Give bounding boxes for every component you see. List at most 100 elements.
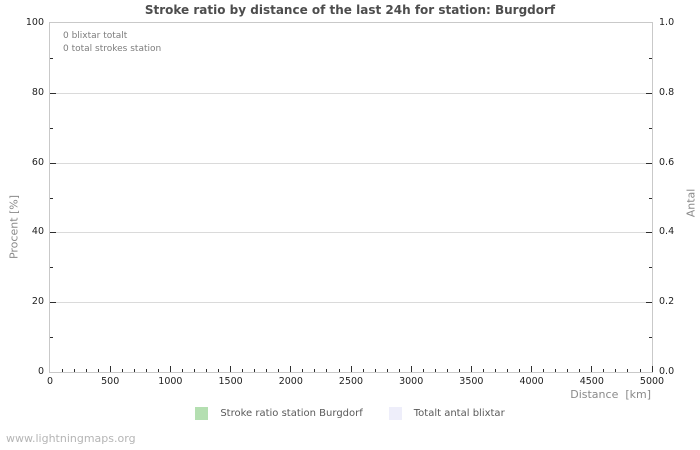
y-axis-tick-label-right: 0.0 <box>659 366 675 377</box>
y-axis-tick-label-left: 60 <box>31 156 44 168</box>
x-tick-mark <box>555 369 557 372</box>
x-tick-mark <box>254 369 256 372</box>
x-tick-mark <box>121 369 123 372</box>
y-axis-tick-label-left: 100 <box>25 17 44 28</box>
x-tick-mark <box>519 369 521 372</box>
y-tick-mark-right <box>649 57 652 59</box>
x-tick-mark <box>61 369 63 372</box>
x-tick-mark <box>470 366 472 372</box>
x-tick-mark <box>543 369 545 372</box>
x-axis-tick-label: 1000 <box>158 376 183 387</box>
annotation-line: 0 blixtar totalt <box>63 31 128 41</box>
annotation-line: 0 total strokes station <box>63 44 162 54</box>
legend-swatch <box>388 407 402 420</box>
x-tick-mark <box>410 366 412 372</box>
y-axis-title-right: Antal <box>684 188 698 218</box>
y-tick-mark-right <box>646 162 652 164</box>
x-tick-mark <box>434 369 436 372</box>
gridline <box>50 302 647 304</box>
x-tick-mark <box>302 369 304 372</box>
x-tick-mark <box>362 369 364 372</box>
y-tick-mark-left <box>50 197 53 199</box>
x-tick-mark <box>350 366 352 372</box>
x-tick-mark <box>97 369 99 372</box>
y-tick-mark-left <box>50 302 56 304</box>
legend-label: Totalt antal blixtar <box>413 408 505 419</box>
x-tick-mark <box>218 369 220 372</box>
x-tick-mark <box>639 369 641 372</box>
x-tick-mark <box>242 369 244 372</box>
y-axis-tick-label-left: 0 <box>37 366 44 377</box>
legend: Stroke ratio station Burgdorf Totalt anta… <box>0 407 700 420</box>
x-tick-mark <box>458 369 460 372</box>
plot-area: 0 blixtar totalt 0 total strokes station … <box>26 17 674 387</box>
y-axis-tick-label-right: 0.6 <box>659 156 675 168</box>
y-axis-tick-label-right: 0.8 <box>659 86 675 98</box>
legend-item: Stroke ratio station Burgdorf <box>195 407 363 420</box>
x-tick-mark <box>169 366 171 372</box>
x-axis-tick-label: 500 <box>101 376 120 387</box>
y-tick-mark-right <box>649 337 652 339</box>
y-axis-tick-label-left: 80 <box>31 86 44 98</box>
x-axis-tick-label: 1500 <box>218 376 243 387</box>
x-tick-mark <box>567 369 569 372</box>
x-tick-mark <box>326 369 328 372</box>
chart-title: Stroke ratio by distance of the last 24h… <box>144 3 556 17</box>
x-axis-tick-label: 3500 <box>459 376 484 387</box>
x-tick-mark <box>507 369 508 372</box>
x-tick-mark <box>603 369 605 372</box>
gridline <box>50 92 647 94</box>
y-tick-mark-left <box>50 127 53 129</box>
y-tick-mark-left <box>50 57 53 59</box>
x-tick-mark <box>386 369 388 372</box>
x-tick-mark <box>109 366 111 372</box>
x-tick-mark <box>278 369 280 372</box>
x-tick-mark <box>145 369 147 372</box>
gridline <box>50 232 647 234</box>
y-tick-mark-right <box>649 197 652 199</box>
x-tick-mark <box>446 369 448 372</box>
x-tick-mark <box>495 369 496 372</box>
x-tick-mark <box>482 369 484 372</box>
y-tick-mark-right <box>646 302 652 304</box>
x-tick-mark <box>531 366 533 372</box>
y-tick-mark-left <box>50 232 56 234</box>
x-tick-mark <box>133 369 135 372</box>
y-tick-mark-left <box>50 162 56 164</box>
x-tick-mark <box>290 366 292 372</box>
y-tick-mark-left <box>50 337 53 339</box>
x-tick-mark <box>157 369 159 372</box>
x-axis-title: Distance [km] <box>570 388 651 401</box>
watermark-text: www.lightningmaps.org <box>6 432 136 445</box>
x-tick-mark <box>422 369 424 372</box>
x-tick-mark <box>73 369 75 372</box>
x-tick-mark <box>230 366 232 372</box>
x-axis-tick-label: 4500 <box>579 376 604 387</box>
y-tick-mark-left <box>50 267 53 269</box>
y-tick-mark-left <box>50 92 56 94</box>
x-tick-mark <box>206 369 207 372</box>
x-axis-tick-label: 2000 <box>278 376 303 387</box>
x-tick-mark <box>338 369 340 372</box>
legend-swatch <box>195 407 209 420</box>
x-tick-mark <box>194 369 195 372</box>
y-axis-title-left: Procent [%] <box>7 194 21 260</box>
x-tick-mark <box>266 369 268 372</box>
y-axis-tick-label-left: 40 <box>31 226 44 238</box>
y-tick-mark-right <box>646 92 652 94</box>
x-tick-mark <box>627 369 629 372</box>
gridline <box>50 162 647 164</box>
x-axis-tick-label: 5000 <box>639 376 665 387</box>
y-tick-mark-right <box>649 127 652 129</box>
x-tick-mark <box>85 369 87 372</box>
x-axis-tick-label: 4000 <box>519 376 544 387</box>
y-axis-tick-label-right: 0.2 <box>659 296 675 308</box>
x-tick-mark <box>398 369 400 372</box>
y-tick-mark-right <box>646 232 652 234</box>
x-axis-tick-label: 0 <box>46 376 54 387</box>
plot-annotations: 0 blixtar totalt 0 total strokes station <box>63 30 161 56</box>
y-axis-tick-label-left: 20 <box>31 296 44 308</box>
x-axis-tick-label: 2500 <box>338 376 364 387</box>
y-axis-tick-label-right: 0.4 <box>659 226 675 238</box>
